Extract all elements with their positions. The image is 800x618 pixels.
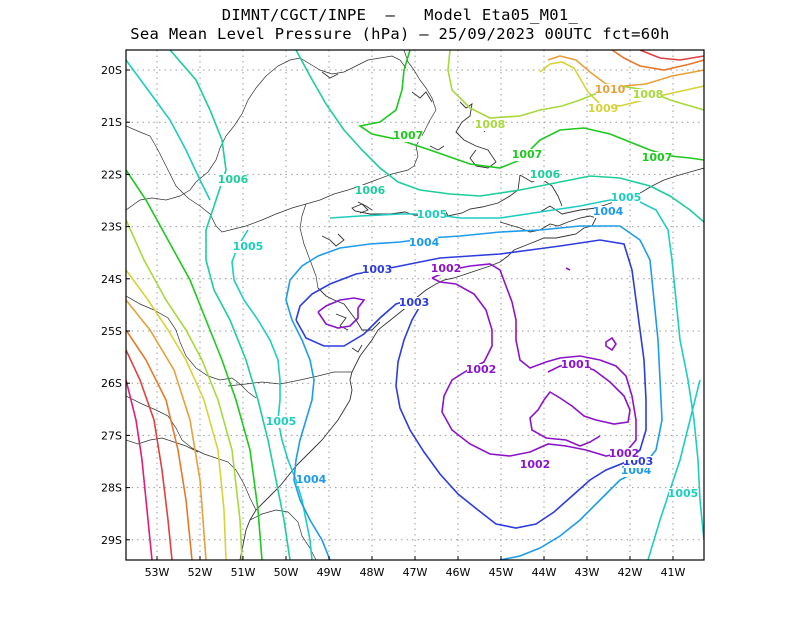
coast-island [455,101,497,169]
contour-label-background [234,241,262,253]
contour-label: 1004 [296,473,327,486]
y-tick-label: 24S [101,273,122,286]
contour-label-background [297,474,325,486]
x-tick-label: 41W [661,566,686,579]
isobar-1013 [126,379,153,560]
contour-label: 1004 [409,236,440,249]
x-tick-label: 46W [446,566,471,579]
contour-label-background [267,416,295,428]
x-tick-label: 51W [231,566,256,579]
chart-title-line-2: Sea Mean Level Pressure (hPa) — 25/09/20… [130,25,670,43]
y-tick-label: 28S [101,482,122,495]
contour-label: 1006 [355,184,386,197]
contour-label-background [531,169,559,181]
isobar-1007 [126,50,704,560]
contour-label: 1002 [431,262,462,275]
contour-label: 1008 [475,118,506,131]
contour-label-background [467,364,495,376]
isobar-1001-small [605,336,617,352]
chart-title-line-1: DIMNT/CGCT/INPE — Model Eta05_M01_ [221,6,579,24]
y-tick-label: 22S [101,168,122,181]
contour-label: 1006 [530,168,561,181]
contour-label: 1005 [668,487,699,500]
contour-label: 1005 [233,240,264,253]
isobar-1002-small [317,297,366,329]
contour-label: 1005 [611,191,642,204]
y-tick-label: 29S [101,534,122,547]
contour-label: 1008 [633,88,664,101]
x-tick-label: 45W [489,566,514,579]
contour-label-background [363,264,391,276]
y-tick-label: 20S [101,64,122,77]
contour-label-background [612,192,640,204]
contour-label-background [589,103,617,115]
y-tick-label: 27S [101,429,122,442]
contour-label-background [669,488,697,500]
contour-label: 1005 [266,415,297,428]
contour-label-background [596,84,624,96]
contour-label-background [594,206,622,218]
contour-label: 1010 [595,83,626,96]
y-tick-label: 21S [101,116,122,129]
contour-label: 1007 [512,148,543,161]
isobar-1003 [295,239,647,529]
contour-label: 1002 [466,363,497,376]
contour-label-background [513,149,541,161]
y-tick-label: 23S [101,221,122,234]
contour-label-background [432,263,460,275]
x-tick-label: 52W [188,566,213,579]
contour-label-background [356,185,384,197]
contour-label-background [643,152,671,164]
coast-sp [321,71,445,247]
contour-label-background [610,448,638,460]
contour-label: 1006 [218,173,249,186]
contour-label-background [521,459,549,471]
isobar-1002 [431,263,637,457]
contour-label: 1003 [362,263,393,276]
isobar-1001 [529,363,631,447]
axis-ticks: 53W 52W 51W 50W 49W 48W 47W 46W 45W 44W 43W 42W 41W 2… [101,64,686,579]
isobar-1012 [126,50,704,560]
contour-label-background [410,237,438,249]
x-tick-label: 48W [360,566,385,579]
contour-label: 1007 [393,129,424,142]
y-tick-label: 25S [101,325,122,338]
contour-label-background [634,89,662,101]
x-tick-label: 42W [618,566,643,579]
isobar-1006 [169,50,704,560]
x-tick-label: 43W [575,566,600,579]
contour-label-background [219,174,247,186]
x-tick-label: 50W [274,566,299,579]
state-borders [126,50,437,560]
contour-label: 1007 [642,151,673,164]
contour-label: 1003 [399,296,430,309]
contour-label: 1002 [609,447,640,460]
contour-label-background [418,209,446,221]
contour-label-background [400,297,428,309]
x-tick-label: 47W [403,566,428,579]
contour-label: 1005 [417,208,448,221]
contour-label: 1004 [593,205,624,218]
contour-label-background [476,119,504,131]
y-tick-label: 26S [101,377,122,390]
contour-label-background [562,359,590,371]
contour-labels: 1010 1009 1008 1008 1007 1007 1007 1006 1006 1006… [218,83,699,500]
isobar-1011 [126,50,704,560]
contour-label: 1002 [520,458,551,471]
x-tick-label: 53W [145,566,170,579]
contour-label: 1001 [561,358,592,371]
contour-label: 1009 [588,102,619,115]
x-tick-label: 44W [532,566,557,579]
isobar-marker [565,267,571,271]
isobar-1005 [126,59,704,560]
isobar-1004 [285,225,663,560]
x-tick-label: 49W [317,566,342,579]
contour-label-background [394,130,422,142]
